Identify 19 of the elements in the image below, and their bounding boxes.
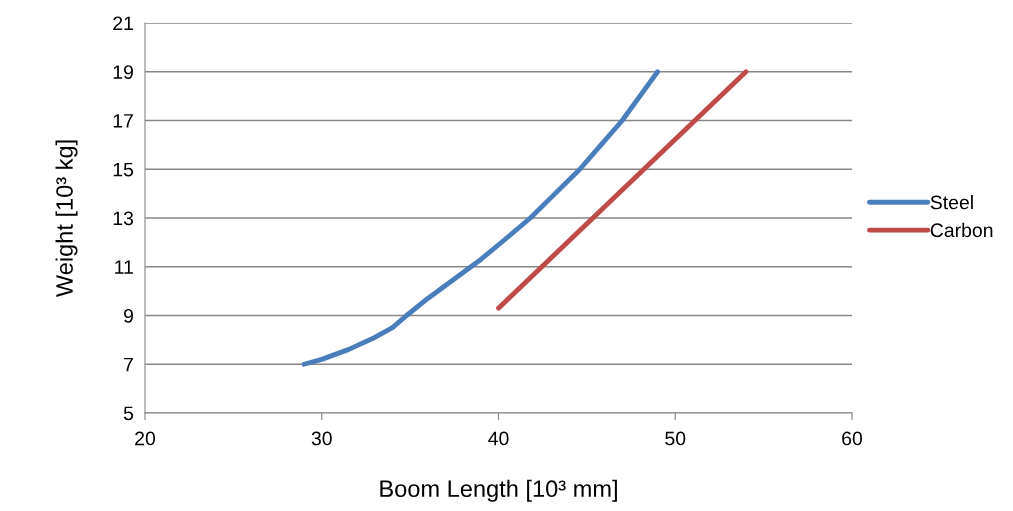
y-tick-label: 7 <box>124 357 133 372</box>
y-tick-label: 9 <box>123 308 133 323</box>
y-tick-label: 11 <box>115 260 133 274</box>
x-tick-label: 20 <box>135 431 156 446</box>
x-tick-label: 50 <box>665 431 686 446</box>
x-axis-title: Boom Length [10³ mm] <box>380 479 617 502</box>
y-axis-title: Weight [10³ kg] <box>55 140 78 298</box>
x-tick-label: 60 <box>842 431 863 446</box>
y-tick-label: 21 <box>113 16 133 31</box>
line-series <box>301 69 661 367</box>
y-tick-label: 13 <box>113 211 134 226</box>
legend-label: Carbon <box>930 222 993 238</box>
y-tick-label: 17 <box>113 114 133 128</box>
x-tick-label: 40 <box>488 431 509 446</box>
x-tick-label: 30 <box>311 431 332 446</box>
y-tick-label: 5 <box>123 406 134 421</box>
y-tick-label: 15 <box>113 162 134 177</box>
legend-label: Steel <box>930 195 973 210</box>
y-tick-label: 19 <box>113 65 133 79</box>
